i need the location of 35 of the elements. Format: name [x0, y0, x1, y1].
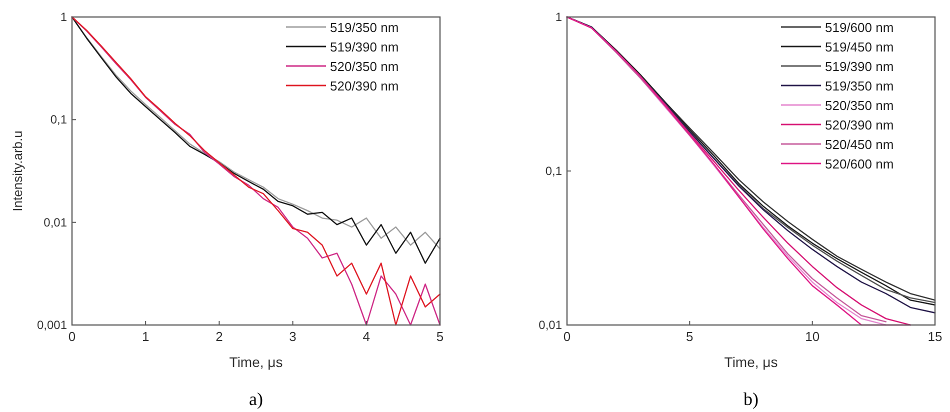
x-axis-title: Time, μs [229, 354, 283, 370]
x-tick-label: 10 [805, 329, 820, 344]
legend-label: 520/450 nm [825, 137, 894, 152]
legend-label: 520/390 nm [825, 118, 894, 132]
x-axis-title: Time, μs [724, 354, 778, 370]
text: a) [249, 389, 263, 409]
text: b) [744, 389, 758, 409]
y-tick-label: 0,1 [545, 164, 562, 178]
legend-label: 519/390 nm [330, 40, 399, 54]
x-tick-label: 5 [436, 329, 444, 344]
x-tick-label: 15 [928, 329, 942, 344]
x-tick-label: 3 [289, 329, 296, 344]
legend-label: 519/450 nm [825, 40, 894, 54]
legend-label: 520/390 nm [330, 78, 399, 94]
y-axis-title: Intensity.arb.u [10, 130, 25, 212]
legend-label: 519/350 nm [825, 78, 894, 94]
line-series [71, 16, 441, 326]
x-tick-label: 5 [686, 329, 694, 344]
legend-label: 520/600 nm [825, 156, 894, 172]
legend-label: 519/600 nm [825, 20, 894, 35]
y-tick-label: 0,1 [50, 112, 68, 127]
y-tick-label: 1 [60, 10, 68, 24]
legend-label: 520/350 nm [330, 59, 399, 74]
y-tick-label: 0,01 [538, 318, 562, 332]
x-tick-label: 2 [216, 329, 223, 344]
x-tick-label: 1 [142, 329, 150, 344]
legend-label: 519/390 nm [825, 59, 894, 74]
x-tick-label: 0 [563, 329, 571, 344]
y-tick-label: 0,01 [44, 215, 68, 230]
legend-label: 519/350 nm [330, 20, 399, 35]
y-tick-label: 1 [555, 10, 562, 24]
x-tick-label: 0 [68, 329, 76, 344]
x-tick-label: 4 [362, 329, 370, 344]
y-tick-label: 0,001 [36, 318, 68, 332]
legend-label: 520/350 nm [825, 98, 894, 113]
